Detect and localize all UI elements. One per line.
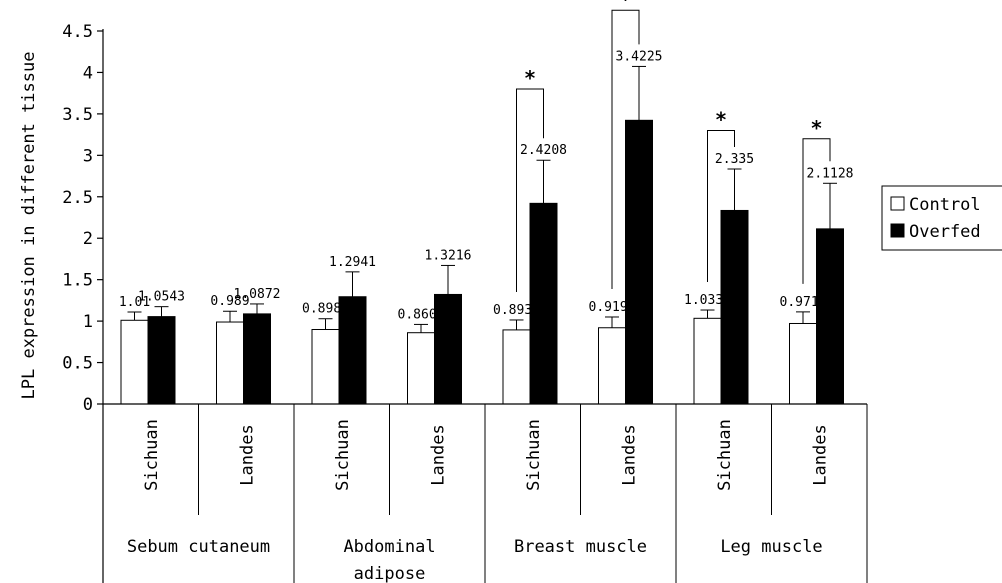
overfed-bar xyxy=(147,316,176,405)
legend-swatch-overfed xyxy=(890,223,905,238)
significance-star: * xyxy=(811,116,822,140)
legend-label-overfed: Overfed xyxy=(909,222,981,242)
bars xyxy=(120,119,844,405)
category-label: Landes xyxy=(810,424,830,485)
overfed-bar xyxy=(625,119,653,405)
control-bar xyxy=(693,317,722,405)
significance-bracket xyxy=(802,138,831,284)
significance-markers: * * * * xyxy=(516,0,831,292)
y-ticks: 0 0.5 1 1.5 2 2.5 3 3.5 4 4.5 xyxy=(62,22,103,415)
control-value-label: 0.989 xyxy=(210,294,249,309)
significance-star: * xyxy=(716,107,727,131)
category-label: Landes xyxy=(237,424,257,485)
data-labels: 1.01 0.989 0.8987 0.8601 0.8938 0.9198 1.0338 0… xyxy=(119,49,854,322)
y-tick-label: 0.5 xyxy=(62,354,93,374)
group-label: Breast muscle xyxy=(514,537,647,557)
category-label: Sichuan xyxy=(333,419,353,491)
overfed-value-label: 1.0543 xyxy=(138,290,185,305)
overfed-value-label: 1.3216 xyxy=(425,248,472,263)
control-value-label: 0.8987 xyxy=(302,302,349,317)
y-tick-label: 1.5 xyxy=(62,271,93,291)
y-tick-label: 0 xyxy=(83,395,93,415)
legend-swatch-control xyxy=(890,196,905,211)
y-tick-label: 4 xyxy=(83,63,93,83)
significance-bracket xyxy=(611,9,640,289)
control-bar xyxy=(502,329,531,405)
overfed-value-label: 2.4208 xyxy=(520,143,567,158)
control-bar xyxy=(120,319,149,405)
category-label: Landes xyxy=(428,424,448,485)
overfed-bar xyxy=(434,293,462,405)
control-bar xyxy=(311,329,340,405)
control-bar xyxy=(216,321,244,405)
significance-star: * xyxy=(620,0,631,11)
significance-bracket xyxy=(707,129,735,283)
y-tick-label: 3 xyxy=(83,146,93,166)
error-bars xyxy=(127,65,837,333)
overfed-value-label: 2.1128 xyxy=(807,166,854,181)
control-bar xyxy=(598,327,626,405)
overfed-bar xyxy=(720,209,749,405)
control-value-label: 1.0338 xyxy=(684,293,731,308)
y-axis-title: LPL expression in different tissue xyxy=(19,52,39,400)
y-tick-label: 4.5 xyxy=(62,22,93,42)
group-label: Leg muscle xyxy=(720,537,822,557)
y-tick-label: 2 xyxy=(83,229,93,249)
control-bar xyxy=(789,322,817,405)
category-label: Sichuan xyxy=(524,419,544,491)
group-label: adipose xyxy=(354,564,426,583)
overfed-bar xyxy=(338,296,367,405)
category-label: Landes xyxy=(619,424,639,485)
control-value-label: 0.9198 xyxy=(589,300,636,315)
y-tick-label: 3.5 xyxy=(62,105,93,125)
overfed-bar xyxy=(816,228,844,405)
x-axis-table: Sichuan Landes Sichuan Landes Sichuan Landes S… xyxy=(103,403,868,583)
overfed-value-label: 3.4225 xyxy=(616,49,663,64)
y-tick-label: 2.5 xyxy=(62,188,93,208)
overfed-value-label: 1.0872 xyxy=(234,287,281,302)
overfed-bar xyxy=(243,313,271,405)
legend: Control Overfed xyxy=(881,185,1002,251)
y-tick-label: 1 xyxy=(83,312,93,332)
group-label: Sebum cutaneum xyxy=(127,537,270,557)
significance-star: * xyxy=(525,66,536,90)
overfed-value-label: 1.2941 xyxy=(329,255,376,270)
control-value-label: 1.01 xyxy=(119,295,150,310)
significance-bracket xyxy=(516,88,544,292)
control-value-label: 0.9713 xyxy=(780,295,827,310)
legend-label-control: Control xyxy=(909,195,981,215)
control-bar xyxy=(407,332,435,405)
overfed-bar xyxy=(529,202,558,405)
category-label: Sichuan xyxy=(142,419,162,491)
control-value-label: 0.8601 xyxy=(398,307,445,322)
control-value-label: 0.8938 xyxy=(493,303,540,318)
group-label: Abdominal xyxy=(343,537,435,557)
overfed-value-label: 2.335 xyxy=(715,152,754,167)
category-label: Sichuan xyxy=(715,419,735,491)
